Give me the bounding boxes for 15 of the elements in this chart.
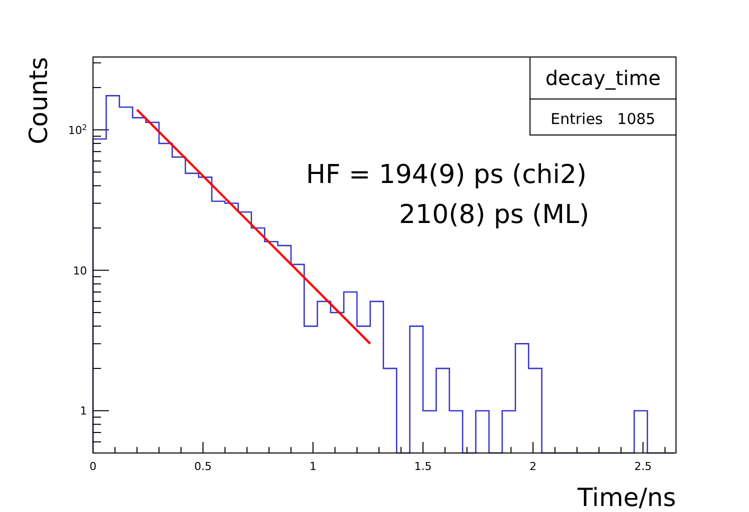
x-tick-label: 2	[530, 460, 536, 473]
x-tick-label: 0.5	[194, 460, 212, 473]
x-tick-label: 0	[90, 460, 96, 473]
x-tick-label: 1.5	[414, 460, 432, 473]
x-tick-label: 2.5	[634, 460, 652, 473]
annotation: Entries 1085	[550, 110, 656, 128]
annotation: HF = 194(9) ps (chi2)	[306, 160, 587, 190]
y-tick-label: 1	[80, 404, 87, 418]
y-tick-label: 10$^{2}$	[68, 122, 88, 137]
annotation: decay_time	[545, 66, 661, 90]
x-tick-label: 1	[310, 460, 316, 473]
y-axis-title: Counts	[24, 57, 53, 144]
annotation: 210(8) ps (ML)	[399, 200, 590, 230]
x-axis-title: Time/ns	[576, 483, 676, 512]
y-tick-label: 10	[73, 264, 87, 278]
